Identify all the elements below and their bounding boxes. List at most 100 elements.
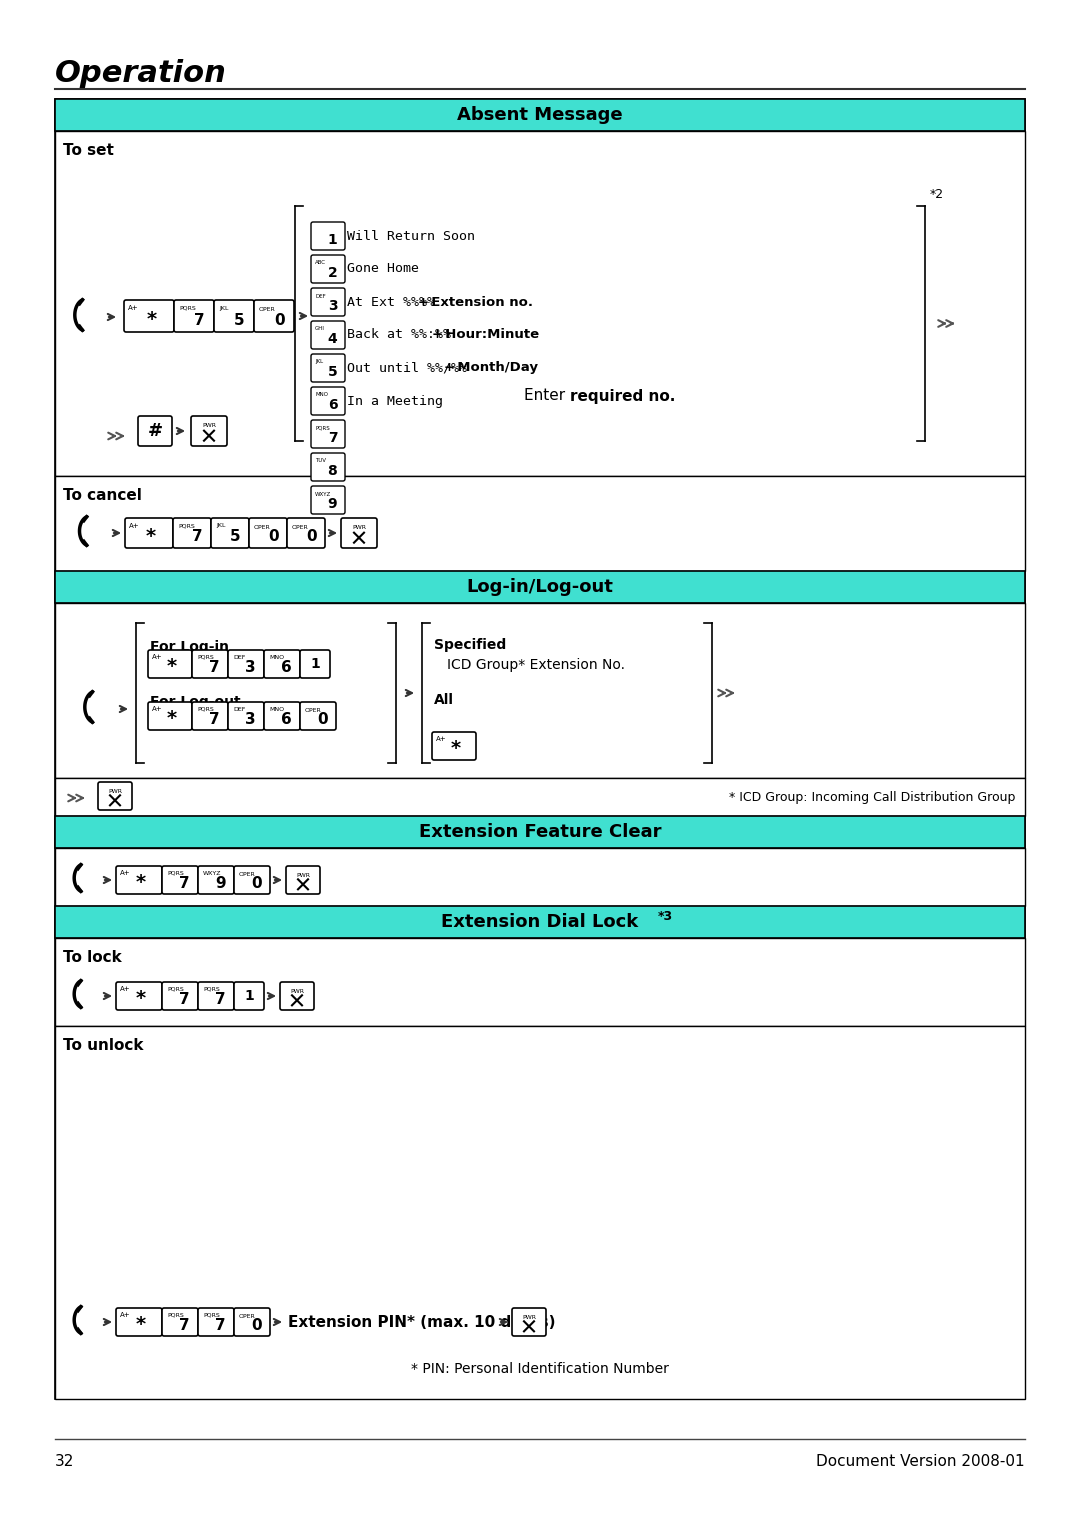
FancyBboxPatch shape [173, 518, 211, 547]
Text: 1: 1 [310, 657, 320, 671]
Text: 1: 1 [327, 232, 337, 246]
Text: A+: A+ [152, 706, 163, 713]
Text: *: * [146, 310, 157, 329]
Text: DEF: DEF [233, 706, 245, 713]
Text: 0: 0 [318, 713, 328, 728]
FancyBboxPatch shape [280, 982, 314, 1011]
Text: JKL: JKL [219, 306, 229, 310]
Text: 3: 3 [245, 713, 256, 728]
Text: 8: 8 [327, 463, 337, 477]
Text: Absent Message: Absent Message [457, 106, 623, 124]
Text: TUV: TUV [315, 459, 326, 463]
FancyBboxPatch shape [311, 387, 345, 414]
Text: PQRS: PQRS [203, 986, 219, 992]
FancyBboxPatch shape [214, 300, 254, 332]
FancyBboxPatch shape [198, 1307, 234, 1336]
FancyBboxPatch shape [254, 300, 294, 332]
FancyBboxPatch shape [286, 865, 320, 894]
Text: 1: 1 [244, 989, 254, 1003]
FancyBboxPatch shape [234, 1307, 270, 1336]
FancyBboxPatch shape [116, 1307, 162, 1336]
Text: 9: 9 [216, 876, 226, 891]
FancyBboxPatch shape [162, 1307, 198, 1336]
Text: #: # [148, 422, 163, 440]
Bar [55, 99, 1025, 1399]
Text: To lock: To lock [63, 950, 122, 965]
Text: OPER: OPER [254, 524, 271, 529]
Text: PQRS: PQRS [179, 306, 195, 310]
FancyBboxPatch shape [228, 650, 264, 677]
FancyBboxPatch shape [162, 982, 198, 1011]
Text: PQRS: PQRS [197, 654, 214, 661]
Text: *: * [136, 1315, 146, 1335]
Text: Gone Home: Gone Home [347, 263, 419, 275]
Text: + Extension no.: + Extension no. [419, 295, 534, 309]
Text: OPER: OPER [305, 708, 322, 713]
FancyBboxPatch shape [124, 300, 174, 332]
Text: For Log-out: For Log-out [150, 696, 241, 709]
Text: For Log-in: For Log-in [150, 641, 229, 654]
FancyBboxPatch shape [311, 222, 345, 251]
Text: To cancel: To cancel [63, 488, 141, 503]
Text: + Month/Day: + Month/Day [445, 361, 539, 375]
Text: 0: 0 [252, 1318, 262, 1333]
Text: Operation: Operation [55, 60, 227, 89]
FancyBboxPatch shape [311, 287, 345, 317]
FancyBboxPatch shape [249, 518, 287, 547]
Text: OPER: OPER [239, 872, 256, 878]
Bar [55, 778, 1025, 816]
Text: WXYZ: WXYZ [315, 491, 332, 497]
Text: JKL: JKL [216, 523, 226, 528]
FancyBboxPatch shape [512, 1307, 546, 1336]
FancyBboxPatch shape [287, 518, 325, 547]
FancyBboxPatch shape [264, 650, 300, 677]
FancyBboxPatch shape [192, 650, 228, 677]
Text: PQRS: PQRS [203, 1313, 219, 1318]
Text: 7: 7 [327, 431, 337, 445]
Text: PQRS: PQRS [167, 1313, 184, 1318]
Text: ICD Group* Extension No.: ICD Group* Extension No. [447, 657, 625, 673]
Text: Will Return Soon: Will Return Soon [347, 229, 475, 243]
FancyBboxPatch shape [228, 702, 264, 729]
Text: *: * [451, 740, 461, 758]
Text: 5: 5 [230, 529, 241, 544]
Text: PWR: PWR [108, 789, 122, 794]
Text: GHI: GHI [315, 327, 325, 332]
Text: A+: A+ [120, 986, 131, 992]
Text: *3: *3 [658, 910, 673, 922]
Bar [55, 476, 1025, 570]
Text: DEF: DEF [315, 294, 326, 298]
Text: A+: A+ [152, 654, 163, 661]
Text: 7: 7 [179, 1318, 190, 1333]
Text: 0: 0 [274, 313, 285, 327]
FancyBboxPatch shape [191, 416, 227, 446]
FancyBboxPatch shape [162, 865, 198, 894]
FancyBboxPatch shape [311, 255, 345, 283]
Text: At Ext %%%%: At Ext %%%% [347, 295, 435, 309]
Text: OPER: OPER [239, 1315, 256, 1320]
Text: MNO: MNO [269, 706, 284, 713]
FancyBboxPatch shape [138, 416, 172, 446]
Bar [55, 570, 1025, 602]
Text: * PIN: Personal Identification Number: * PIN: Personal Identification Number [411, 1362, 669, 1376]
FancyBboxPatch shape [148, 702, 192, 729]
Bar [55, 816, 1025, 849]
Text: Extension Dial Lock: Extension Dial Lock [442, 913, 638, 931]
Text: Specified: Specified [434, 638, 507, 651]
FancyBboxPatch shape [116, 865, 162, 894]
Text: A+: A+ [120, 1312, 131, 1318]
Text: To set: To set [63, 144, 113, 157]
Bar [55, 1026, 1025, 1399]
Text: 3: 3 [245, 661, 256, 676]
Bar [55, 99, 1025, 131]
Text: *: * [136, 989, 146, 1009]
FancyBboxPatch shape [116, 982, 162, 1011]
Text: JKL: JKL [315, 359, 323, 364]
Text: A+: A+ [436, 737, 447, 742]
FancyBboxPatch shape [125, 518, 173, 547]
Text: DEF: DEF [233, 654, 245, 661]
FancyBboxPatch shape [198, 865, 234, 894]
Text: PQRS: PQRS [167, 872, 184, 876]
Text: PQRS: PQRS [197, 706, 214, 713]
Text: OPER: OPER [259, 307, 275, 312]
